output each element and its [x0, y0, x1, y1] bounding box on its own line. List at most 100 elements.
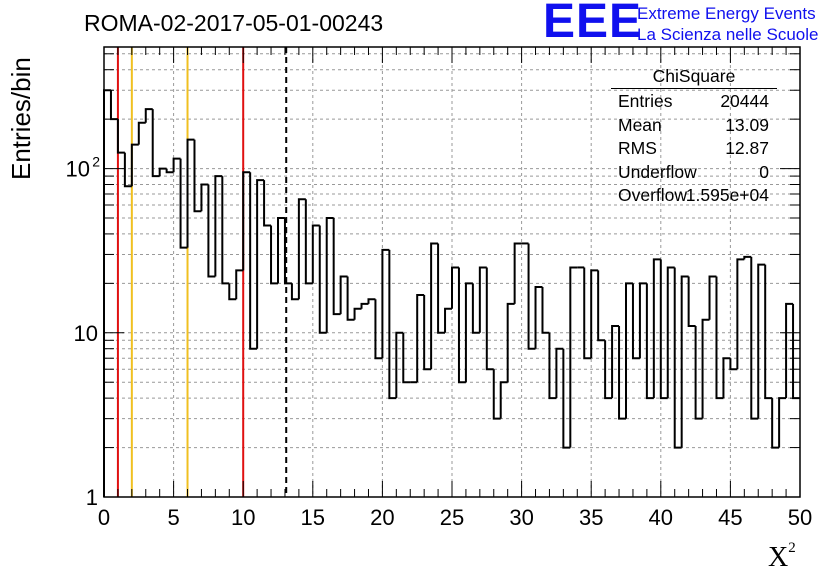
- x-tick-label: 10: [231, 505, 255, 530]
- stats-value: 13.09: [725, 114, 769, 135]
- histogram-bin: [179, 158, 188, 249]
- histogram-bin: [381, 248, 390, 359]
- histogram-bin: [388, 249, 397, 400]
- histogram-bin: [618, 325, 626, 420]
- histogram-bin: [130, 143, 139, 187]
- histogram-bin: [492, 369, 501, 420]
- stats-title: ChiSquare: [611, 66, 777, 89]
- histogram-bin: [555, 347, 564, 399]
- y-tick-label: 1: [86, 485, 98, 510]
- histogram-bin: [597, 270, 606, 342]
- histogram-bin: [325, 217, 334, 333]
- histogram-bin: [367, 298, 376, 304]
- x-axis-label: X2: [768, 540, 796, 574]
- logo-subtitle-2: La Scienza nelle Scuole: [637, 25, 819, 44]
- histogram-bin: [103, 89, 111, 497]
- x-tick-label: 40: [649, 505, 673, 530]
- x-axis-label-sup: 2: [788, 540, 796, 556]
- histogram-bin: [423, 294, 432, 371]
- histogram-bin: [701, 318, 710, 419]
- histogram-bin: [631, 283, 640, 360]
- histogram-bin: [214, 175, 223, 277]
- histogram-bin: [430, 242, 439, 370]
- histogram-bin: [652, 258, 661, 399]
- histogram-bin: [506, 302, 515, 383]
- stats-value: 0: [759, 161, 769, 182]
- histogram-bin: [451, 266, 459, 309]
- histogram-bin: [263, 180, 272, 227]
- stats-row-underflow: Underflow 0: [611, 162, 777, 186]
- stats-value: 12.87: [725, 138, 769, 158]
- histogram-bin: [471, 283, 480, 334]
- histogram-bin: [444, 307, 452, 333]
- stats-key: Underflow: [618, 161, 697, 182]
- histogram-bin: [144, 108, 153, 123]
- histogram-bin: [277, 217, 285, 284]
- histogram-bin: [778, 397, 787, 448]
- histogram-bin: [638, 282, 647, 359]
- histogram-bin: [249, 172, 258, 350]
- histogram-bin: [360, 302, 369, 309]
- histogram-bin: [346, 276, 355, 321]
- histogram-bin: [402, 332, 411, 384]
- histogram-bin: [645, 283, 654, 400]
- histogram-bin: [527, 243, 536, 350]
- histogram-bin: [743, 255, 752, 260]
- histogram-bin: [750, 256, 759, 420]
- histogram-bin: [116, 119, 125, 154]
- histogram-bin: [513, 242, 522, 304]
- stats-key: Mean: [618, 114, 662, 135]
- chart-title: ROMA-02-2017-05-01-00243: [84, 10, 384, 36]
- y-tick-label: 10: [74, 321, 98, 346]
- histogram-bin: [722, 357, 731, 399]
- histogram-bin: [764, 264, 773, 400]
- logo-subtitle-1: Extreme Energy Events: [637, 4, 816, 23]
- histogram-bin: [569, 266, 578, 448]
- stats-row-mean: Mean 13.09: [611, 115, 777, 139]
- reference-lines: [116, 47, 288, 497]
- stats-box: ChiSquare Entries 20444 Mean 13.09 RMS 12.8…: [611, 66, 777, 209]
- y-axis-label: Entries/bin: [6, 57, 36, 180]
- histogram-bin: [771, 398, 780, 449]
- histogram-bin: [395, 331, 404, 399]
- histogram-bin: [318, 225, 327, 334]
- histogram-bin: [583, 267, 592, 360]
- histogram-bin: [200, 183, 209, 212]
- x-tick-label: 5: [167, 505, 179, 530]
- histogram-bin: [694, 325, 703, 420]
- histogram-bin: [673, 267, 682, 449]
- histogram-bin: [485, 267, 494, 371]
- stats-key: Overflow: [618, 185, 688, 205]
- histogram-bin: [457, 267, 466, 384]
- histogram-bin: [729, 358, 738, 371]
- x-tick-label: 50: [788, 505, 812, 530]
- histogram-bin: [680, 275, 689, 448]
- histogram-bin: [270, 225, 278, 285]
- x-tick-label: 20: [370, 505, 394, 530]
- histogram-bin: [736, 258, 745, 370]
- histogram-bin: [478, 266, 487, 333]
- x-tick-label: 15: [301, 505, 325, 530]
- histogram-bin: [235, 269, 244, 300]
- stats-row-overflow: Overflow 1.595e+04: [611, 185, 777, 209]
- histogram-bin: [242, 171, 251, 271]
- stats-key: Entries: [618, 91, 673, 111]
- stats-value: 20444: [720, 91, 769, 111]
- stats-value: 1.595e+04: [685, 185, 769, 205]
- histogram-bin: [193, 139, 202, 213]
- y-tick-label: 10: [66, 157, 90, 182]
- histogram-bin: [137, 121, 146, 145]
- histogram-bin: [311, 224, 320, 284]
- histogram-bin: [228, 283, 237, 301]
- histogram-bin: [165, 168, 174, 174]
- histogram-bin: [332, 218, 341, 316]
- histogram-bin: [290, 283, 299, 301]
- histogram-bin: [353, 307, 362, 320]
- histogram-bin: [792, 303, 800, 400]
- histogram-bin: [541, 287, 550, 334]
- histogram-bin: [687, 276, 696, 327]
- histogram-bin: [715, 276, 724, 400]
- axes: [103, 46, 801, 498]
- histogram-bin: [186, 138, 195, 248]
